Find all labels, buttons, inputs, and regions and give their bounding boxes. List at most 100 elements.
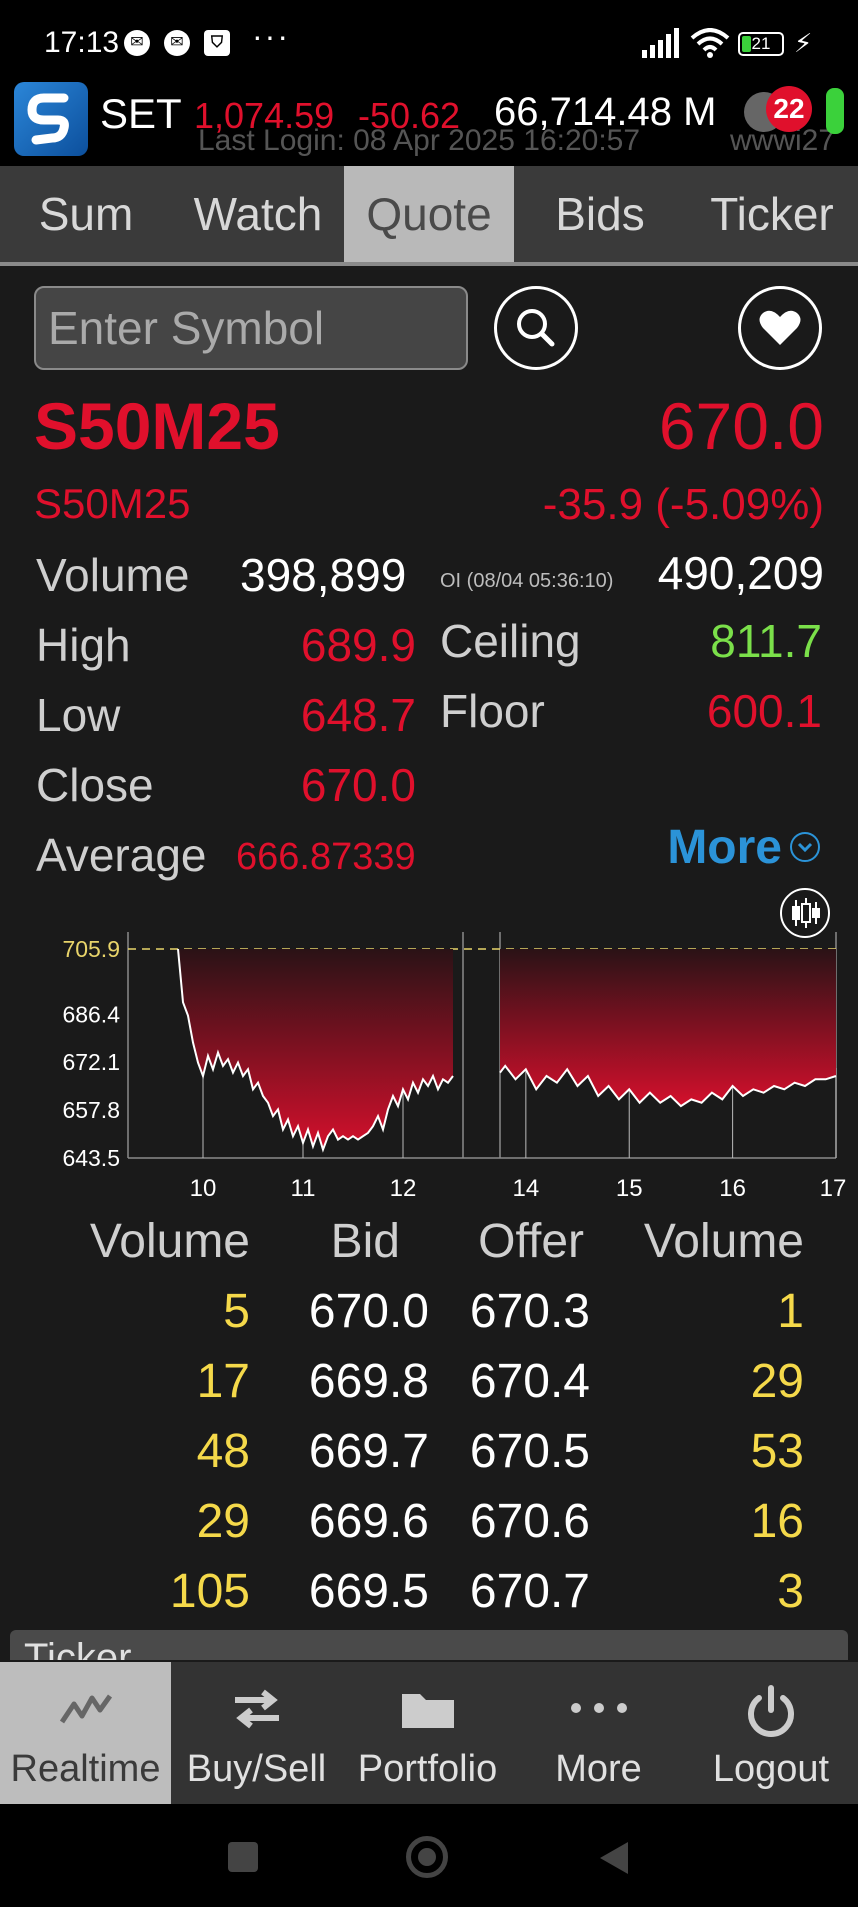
bid-price-cell[interactable]: 669.6 xyxy=(308,1495,429,1548)
messenger-icon: ✉ xyxy=(124,30,150,56)
recent-apps-button[interactable] xyxy=(228,1842,258,1872)
orderbook-header-offer: Offer xyxy=(478,1215,584,1268)
search-button[interactable] xyxy=(494,286,578,370)
signal-icon xyxy=(642,28,679,58)
bid-volume-cell[interactable]: 5 xyxy=(223,1285,250,1338)
bid-price-cell[interactable]: 669.5 xyxy=(308,1565,429,1618)
y-tick-label: 705.9 xyxy=(62,936,120,962)
market-label: SET xyxy=(100,90,182,137)
oi-label: OI (08/04 05:36:10) xyxy=(440,570,614,592)
offer-volume-cell[interactable]: 3 xyxy=(777,1565,804,1618)
price-change: -35.9 (-5.09%) xyxy=(542,480,824,529)
more-dots-icon xyxy=(570,1703,627,1713)
candlestick-icon xyxy=(792,898,820,928)
bid-price-cell[interactable]: 670.0 xyxy=(308,1285,429,1338)
floor-value: 600.1 xyxy=(706,685,822,737)
intraday-chart: 705.9 686.4 672.1 657.8 643.5 10 11 12 14 15 16 17 xyxy=(62,932,847,1202)
offer-price-cell[interactable]: 670.5 xyxy=(469,1425,590,1478)
offer-volume-cell[interactable]: 1 xyxy=(777,1285,804,1338)
tab-bids[interactable]: Bids xyxy=(555,188,645,240)
battery-icon: 21 xyxy=(738,32,784,56)
realtime-chart-icon xyxy=(59,1694,112,1724)
y-tick-label: 657.8 xyxy=(62,1097,120,1123)
x-tick-label: 17 xyxy=(820,1175,847,1202)
system-navigation-bar xyxy=(0,1804,858,1907)
status-bar: 17:13 ✉ ✉ ⛉ ··· 21 ⚡ xyxy=(0,0,858,74)
shield-icon: ⛉ xyxy=(204,30,230,56)
symbol-input[interactable] xyxy=(34,286,468,370)
ceiling-label: Ceiling xyxy=(440,615,581,667)
x-tick-label: 11 xyxy=(291,1175,316,1202)
tab-watch[interactable]: Watch xyxy=(193,188,323,240)
transfer-arrows-icon xyxy=(234,1689,279,1729)
back-button[interactable] xyxy=(596,1840,630,1876)
bid-volume-cell[interactable]: 48 xyxy=(196,1425,250,1478)
price-line-session-1 xyxy=(177,948,454,1153)
offer-price-cell[interactable]: 670.3 xyxy=(469,1285,590,1338)
orderbook-header-bid: Bid xyxy=(330,1215,400,1268)
bid-volume-cell[interactable]: 29 xyxy=(196,1495,250,1548)
bottom-navigation: Realtime Buy/Sell Portfolio More Logout xyxy=(0,1662,858,1804)
offer-price-cell[interactable]: 670.7 xyxy=(469,1565,590,1618)
main-tabs: Sum Watch Quote Bids Ticker xyxy=(0,166,858,266)
x-tick-label: 15 xyxy=(616,1175,643,1202)
average-label: Average xyxy=(36,829,207,881)
last-login: Last Login: 08 Apr 2025 16:20:57 xyxy=(198,124,641,157)
nav-logout[interactable]: Logout xyxy=(684,1662,858,1804)
ticker-panel-title: Ticker xyxy=(24,1636,132,1660)
high-label: High xyxy=(36,619,131,671)
index-value: 1,074.59 xyxy=(194,95,335,136)
x-tick-label: 10 xyxy=(190,1175,217,1202)
y-tick-label: 643.5 xyxy=(62,1145,120,1171)
more-link[interactable]: More xyxy=(667,821,782,874)
x-tick-label: 14 xyxy=(512,1175,539,1202)
bid-price-cell[interactable]: 669.7 xyxy=(308,1425,429,1478)
nav-buy-sell[interactable]: Buy/Sell xyxy=(171,1662,342,1804)
bid-price-cell[interactable]: 669.8 xyxy=(308,1355,429,1408)
last-price: 670.0 xyxy=(658,389,824,463)
bid-volume-cell[interactable]: 105 xyxy=(169,1565,250,1618)
bid-volume-cell[interactable]: 17 xyxy=(196,1355,250,1408)
nav-portfolio[interactable]: Portfolio xyxy=(342,1662,513,1804)
oi-value: 490,209 xyxy=(657,547,824,599)
x-tick-label: 16 xyxy=(719,1175,746,1202)
notification-badge[interactable]: 22 xyxy=(766,86,812,132)
power-icon xyxy=(748,1685,794,1737)
search-icon xyxy=(517,309,555,347)
y-tick-label: 686.4 xyxy=(62,1001,120,1027)
tab-sum[interactable]: Sum xyxy=(38,188,134,240)
offer-volume-cell[interactable]: 53 xyxy=(750,1425,804,1478)
chevron-down-icon[interactable] xyxy=(790,832,820,862)
offer-price-cell[interactable]: 670.4 xyxy=(469,1355,590,1408)
tab-quote[interactable]: Quote xyxy=(344,166,514,262)
nav-realtime[interactable]: Realtime xyxy=(0,1662,171,1804)
more-notifications-icon: ··· xyxy=(252,18,290,54)
average-value: 666.87339 xyxy=(236,836,416,878)
market-header xyxy=(0,74,858,166)
high-value: 689.9 xyxy=(300,619,416,671)
home-button[interactable] xyxy=(406,1836,448,1878)
low-label: Low xyxy=(36,689,121,741)
price-area-session-2 xyxy=(500,949,836,1107)
y-tick-label: 672.1 xyxy=(62,1049,120,1075)
ceiling-value: 811.7 xyxy=(710,615,822,667)
offer-price-cell[interactable]: 670.6 xyxy=(469,1495,590,1548)
charging-icon: ⚡ xyxy=(794,28,813,58)
messenger-icon: ✉ xyxy=(164,30,190,56)
offer-volume-cell[interactable]: 16 xyxy=(750,1495,804,1548)
folder-icon xyxy=(401,1694,454,1728)
symbol-name: S50M25 xyxy=(34,480,191,527)
tab-ticker[interactable]: Ticker xyxy=(710,188,834,240)
offer-volume-cell[interactable]: 29 xyxy=(750,1355,804,1408)
app-logo[interactable] xyxy=(14,82,88,156)
nav-more[interactable]: More xyxy=(513,1662,684,1804)
connection-status-indicator xyxy=(826,88,844,134)
index-change: -50.62 xyxy=(358,95,461,136)
close-label: Close xyxy=(36,759,154,811)
candlestick-chart-button[interactable] xyxy=(780,888,830,938)
status-time: 17:13 xyxy=(44,26,120,59)
close-value: 670.0 xyxy=(300,759,416,811)
orderbook-header-bid-volume: Volume xyxy=(89,1215,250,1268)
ticker-panel[interactable]: Ticker xyxy=(10,1630,848,1660)
favorite-button[interactable] xyxy=(738,286,822,370)
